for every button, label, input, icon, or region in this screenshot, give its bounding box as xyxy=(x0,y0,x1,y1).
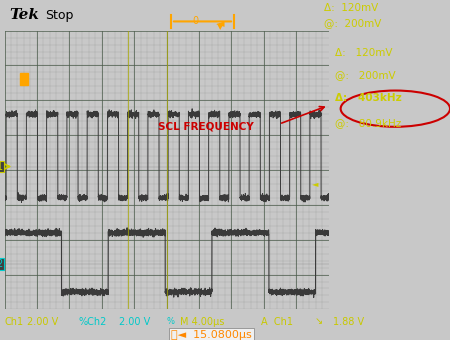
Text: Ch1: Ch1 xyxy=(4,317,23,327)
Text: ⏵◄  15.0800μs: ⏵◄ 15.0800μs xyxy=(171,330,252,340)
Text: SCL FREQUENCY: SCL FREQUENCY xyxy=(158,121,253,131)
Text: u: u xyxy=(21,74,27,84)
Text: ↘: ↘ xyxy=(315,317,323,327)
Text: 2.00 V: 2.00 V xyxy=(119,317,150,327)
Text: ▼: ▼ xyxy=(217,22,224,31)
Text: 2.00 V: 2.00 V xyxy=(27,317,58,327)
Text: @:   200mV: @: 200mV xyxy=(334,70,395,80)
Text: 0: 0 xyxy=(193,16,199,26)
Text: @:   80.9kHz: @: 80.9kHz xyxy=(334,118,401,128)
Text: A  Ch1: A Ch1 xyxy=(261,317,293,327)
Text: Δ:  120mV: Δ: 120mV xyxy=(324,3,378,13)
Text: M 4.00μs: M 4.00μs xyxy=(180,317,225,327)
Text: Δ:   120mV: Δ: 120mV xyxy=(334,48,392,58)
Text: %: % xyxy=(166,317,175,326)
Text: %Ch2: %Ch2 xyxy=(79,317,107,327)
Text: @:  200mV: @: 200mV xyxy=(324,18,382,28)
Text: 1.88 V: 1.88 V xyxy=(333,317,364,327)
Text: 1: 1 xyxy=(0,162,3,171)
Text: ◄: ◄ xyxy=(312,180,319,188)
Text: Stop: Stop xyxy=(45,9,73,22)
Text: Tek: Tek xyxy=(9,8,39,22)
Text: 2: 2 xyxy=(0,259,3,269)
Text: ◄: ◄ xyxy=(216,19,225,29)
Text: Δ:   403kHz: Δ: 403kHz xyxy=(334,92,401,103)
